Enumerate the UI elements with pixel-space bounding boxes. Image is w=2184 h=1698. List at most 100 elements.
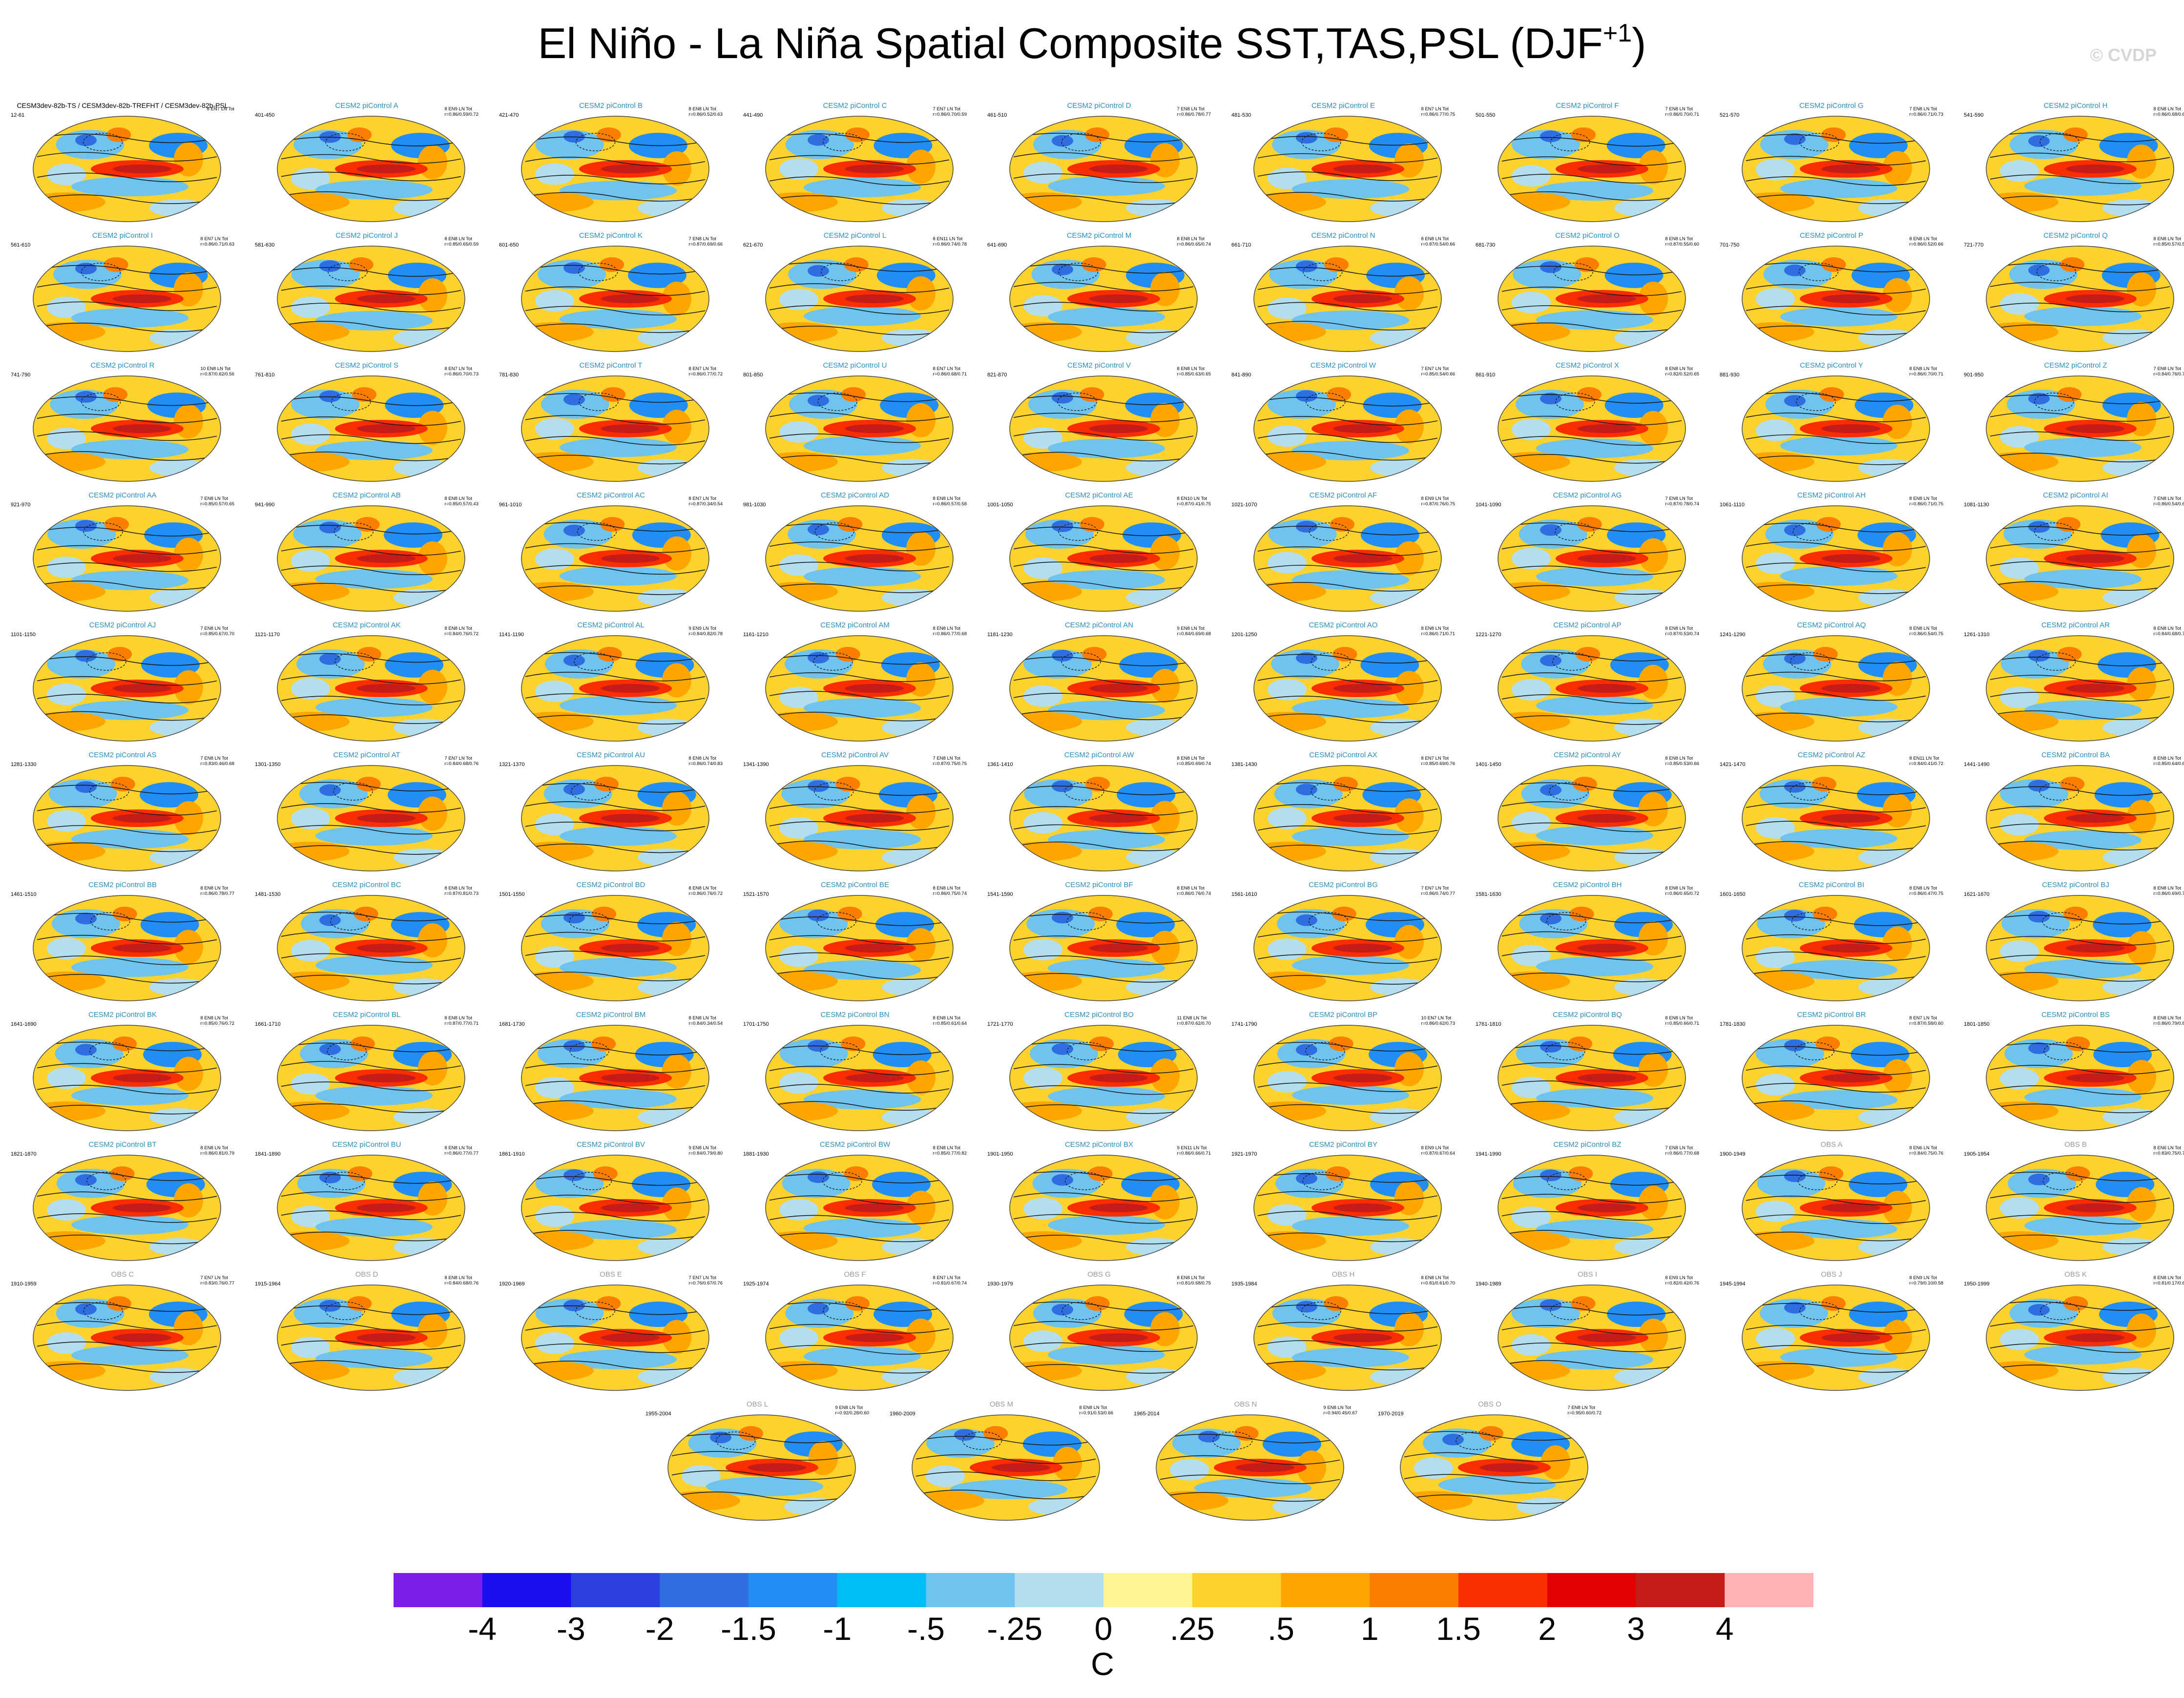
cool-anomaly-west [1023,1198,1062,1220]
warm-anomaly-north [837,907,862,921]
map-panel: CESM2 piControl AH 1061-1110 8 EN8 LN Tot … [1717,491,1946,618]
composite-map [277,246,465,352]
cool-anomaly-northwest [1023,649,1092,679]
map-panel: OBS K 1950-1999 8 EN8 LN Tot r=0.81/0.17/0… [1961,1270,2184,1397]
cool-anomaly-southeast [638,589,696,606]
panel-stats: 8 EN8 LN Tot r=0.86/0.77/0.68 [933,626,967,637]
cool-anomaly-north-core [563,654,585,666]
warm-anomaly-east [418,796,447,831]
cool-anomaly-north-core [808,1171,829,1183]
psl-contour [1013,693,1194,703]
panel-title: CESM2 piControl BP [1309,1011,1378,1019]
psl-contour-negative [715,1431,756,1450]
panel-stats: 8 EN9 LN Tot r=0.86/0.59/0.72 [444,106,478,117]
warm-anomaly-north [1577,517,1602,532]
panel-stats: 8 EN7 LN Tot r=0.85/0.69/0.76 [1421,756,1455,766]
map-outline [1498,1155,1686,1261]
cool-anomaly-south-pacific [1536,181,1653,201]
composite-map [1498,1155,1686,1261]
psl-contour [1404,1431,1584,1441]
psl-contour-negative [1789,782,1830,801]
psl-contour-negative [575,1302,615,1320]
warm-anomaly-east [1394,925,1424,959]
cool-anomaly-south-pacific [560,1349,677,1369]
map-panel: CESM2 piControl BS 1801-1850 8 EN8 LN Tot … [1961,1011,2184,1138]
warm-anomaly-north [1330,517,1354,532]
cool-anomaly-southeast [638,199,696,217]
enso-warm-tongue-core [357,944,416,953]
panel-stats: 8 EN8 LN Tot r=0.86/0.74/0.83 [688,756,723,766]
cool-anomaly-north-core [1296,1301,1317,1313]
cool-anomaly-south-pacific [1292,698,1409,718]
map-panel: CESM2 piControl BB 1461-1510 8 EN8 LN Tot … [8,881,237,1008]
panel-years: 1721-1770 [987,1021,1013,1027]
cool-anomaly-west [535,1332,574,1354]
psl-contour [1501,436,1682,446]
psl-contour [1257,433,1438,443]
title-text: El Niño - La Niña Spatial Composite SST,… [538,19,1603,67]
composite-map [912,1414,1100,1521]
panel-title: CESM2 piControl E [1311,102,1375,110]
cool-anomaly-west [1023,295,1062,317]
cool-anomaly-north-core [1784,781,1806,793]
psl-contour-negative [569,912,609,931]
map-outline [1986,635,2174,742]
cool-anomaly-west [1512,548,1551,570]
warm-anomaly-east [1053,1447,1082,1481]
psl-contour [1257,546,1438,556]
cool-anomaly-north-core [2028,1042,2050,1055]
cool-anomaly-southeast [394,199,452,217]
cool-anomaly-south-pacific [1048,1086,1165,1106]
psl-contour [281,137,461,146]
psl-contour [769,711,950,722]
psl-contour [281,321,461,331]
panel-title: CESM2 piControl BN [820,1011,890,1019]
psl-contour [525,1046,706,1056]
cool-anomaly-west [1023,1330,1062,1352]
map-outline [1009,1155,1198,1261]
psl-contour-negative [2036,652,2076,671]
panel-title: CESM2 piControl AE [1065,491,1133,499]
panel-title: CESM2 piControl AT [333,751,400,759]
cool-anomaly-north-core [2028,393,2050,405]
cool-anomaly-north-core [319,653,341,665]
cool-anomaly-north-core [1296,390,1317,402]
composite-map [521,1284,709,1391]
panel-years: 461-510 [987,112,1007,118]
warm-anomaly-north [596,1296,621,1311]
composite-map [1498,246,1686,352]
composite-map [765,505,954,612]
composite-map [1498,895,1686,1001]
cool-anomaly-north-core [1052,264,1073,276]
colorbar-swatch [660,1573,749,1607]
panel-years: 1801-1850 [1964,1021,1990,1027]
enso-warm-tongue-core [357,554,416,563]
warm-anomaly-east [1883,1320,1912,1354]
panel-stats: 8 EN8 LN Tot r=0.87/0.53/0.74 [1665,626,1699,637]
composite-map [1498,765,1686,871]
warm-anomaly-east [1639,664,1668,699]
panel-years: 701-750 [1720,242,1740,248]
panel-title: OBS A [1820,1140,1843,1149]
panel-stats: 8 EN8 LN Tot r=0.86/0.68/0.68 [2153,106,2184,117]
psl-contour [1501,1360,1682,1370]
psl-contour [525,436,706,446]
warm-anomaly-east [174,670,203,704]
panel-title: OBS F [844,1270,866,1279]
psl-contour [1013,1235,1194,1244]
cool-anomaly-west [779,289,818,311]
map-panel: CESM2 piControl BT 1821-1870 8 EN8 LN Tot … [8,1140,237,1267]
enso-warm-tongue-core [2066,944,2124,953]
psl-contour [1746,1065,1926,1076]
cool-anomaly-south-pacific [1536,567,1653,587]
cool-anomaly-north-core [75,1303,97,1315]
warm-anomaly-north [1569,907,1594,921]
cool-anomaly-south-pacific [315,955,433,975]
cool-anomaly-north-core [1784,910,1806,922]
psl-contour-negative [2039,1302,2080,1320]
psl-contour [1501,1194,1682,1203]
cool-anomaly-west [1756,1327,1795,1349]
map-outline [277,505,465,612]
map-panel: CESM2 piControl BG 1561-1610 7 EN7 LN Tot … [1228,881,1458,1008]
